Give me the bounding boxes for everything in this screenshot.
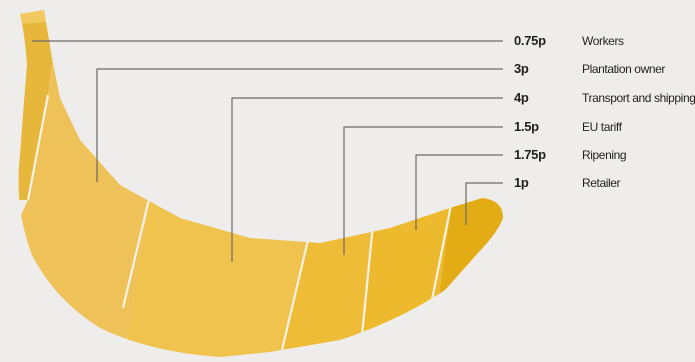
row-ripening: 1.75p Ripening [514, 145, 695, 165]
row-retailer: 1p Retailer [514, 173, 695, 193]
value-retailer: 1p [514, 175, 529, 190]
leader-line-ripening [415, 154, 503, 230]
segment-divider [26, 94, 50, 201]
segment-divider [360, 223, 375, 336]
segment-divider [430, 199, 454, 301]
label-transport-shipping: Transport and shipping [582, 91, 695, 105]
value-eu-tariff: 1.5p [514, 119, 539, 134]
label-retailer: Retailer [582, 176, 621, 190]
leader-line-eu-tariff [343, 126, 503, 255]
segment-divider [121, 194, 152, 309]
banana-segment-workers [18, 10, 60, 200]
value-plantation-owner: 3p [514, 61, 529, 76]
label-workers: Workers [582, 34, 624, 48]
row-transport-shipping: 4p Transport and shipping [514, 88, 695, 108]
leader-lines [32, 40, 503, 262]
label-ripening: Ripening [582, 148, 627, 162]
value-workers: 0.75p [514, 33, 546, 48]
segment-dividers [26, 94, 454, 351]
row-eu-tariff: 1.5p EU tariff [514, 117, 695, 137]
row-plantation-owner: 3p Plantation owner [514, 59, 695, 79]
leader-line-plantation-owner [96, 68, 503, 182]
row-workers: 0.75p Workers [514, 31, 695, 51]
segment-divider [280, 239, 310, 351]
banana-stem-tip [20, 10, 46, 24]
value-ripening: 1.75p [514, 147, 546, 162]
leader-line-retailer [465, 182, 503, 225]
label-plantation-owner: Plantation owner [582, 62, 665, 76]
label-eu-tariff: EU tariff [582, 120, 622, 134]
leader-line-transport-shipping [231, 97, 503, 262]
value-transport-shipping: 4p [514, 90, 529, 105]
